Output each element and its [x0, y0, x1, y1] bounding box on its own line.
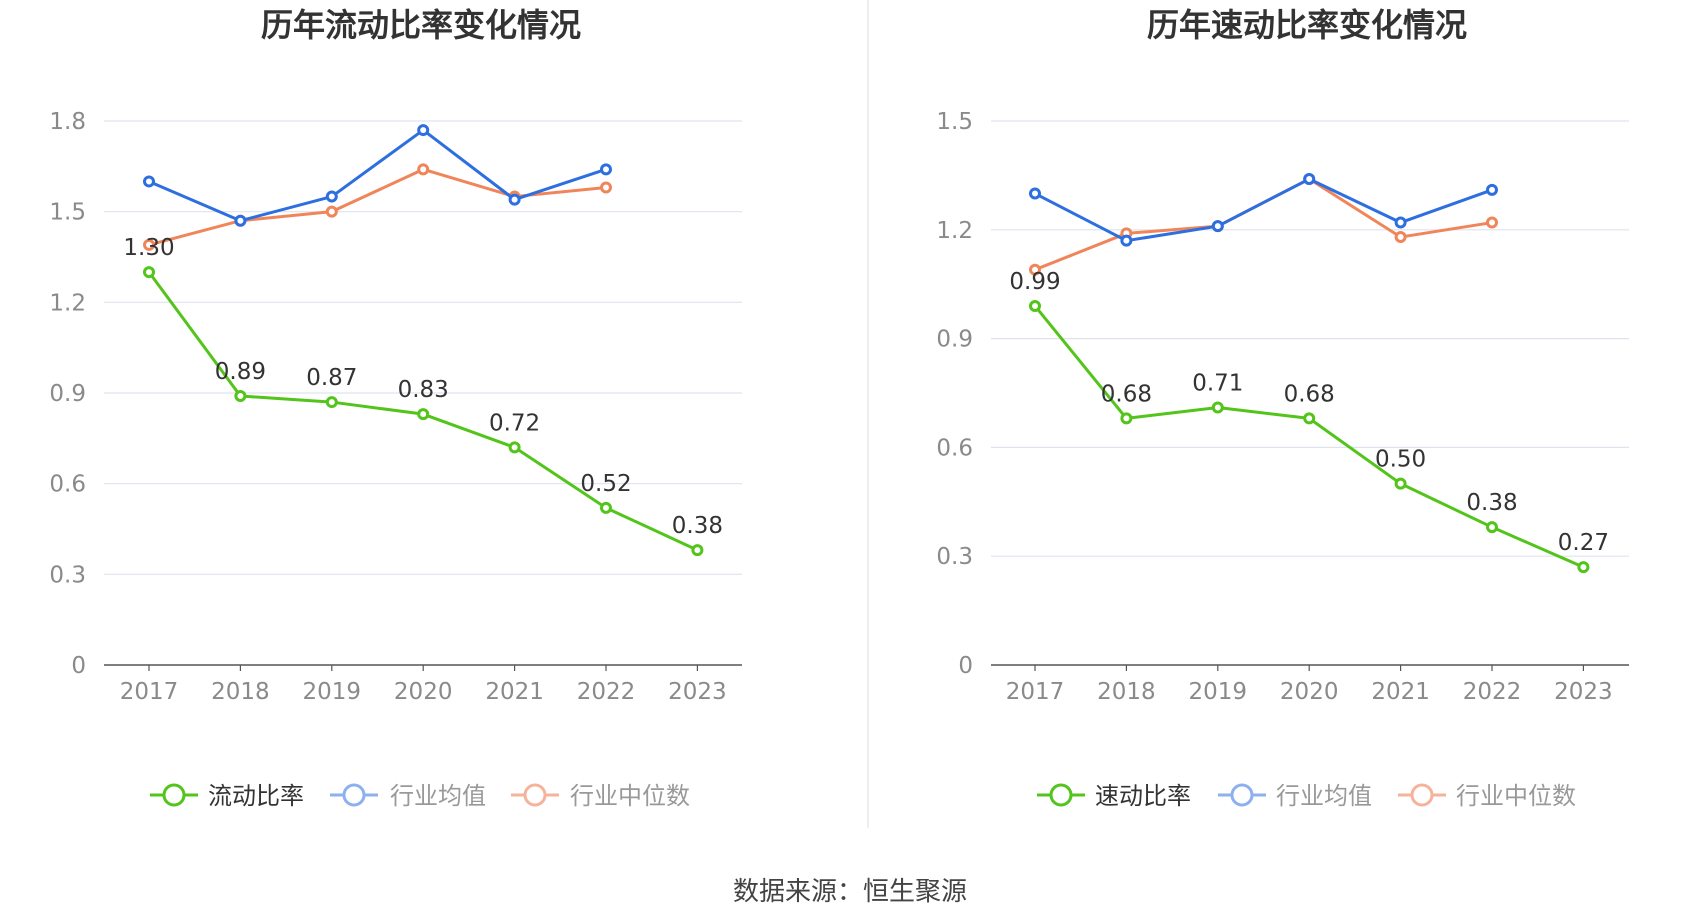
data-point — [417, 408, 430, 421]
legend-marker — [1410, 783, 1434, 807]
legend-marker — [162, 783, 186, 807]
y-tick-label: 0.6 — [49, 472, 86, 498]
y-tick-label: 1.2 — [936, 218, 973, 244]
data-point — [143, 238, 155, 251]
legend-label: 行业中位数 — [570, 782, 690, 810]
data-label: 0.52 — [580, 471, 631, 497]
legend-marker — [342, 783, 366, 807]
data-point — [417, 163, 430, 176]
chart-title: 历年速动比率变化情况 — [1147, 6, 1467, 44]
data-label: 0.89 — [215, 359, 266, 385]
x-tick-label: 2023 — [1554, 679, 1613, 705]
data-point — [1394, 216, 1407, 229]
y-tick-label: 1.5 — [49, 200, 86, 226]
data-point — [1577, 561, 1590, 574]
data-point — [1029, 299, 1041, 312]
data-label: 0.72 — [489, 410, 540, 436]
data-point — [1029, 263, 1041, 276]
series-line — [1033, 305, 1585, 569]
x-tick-label: 2021 — [1371, 679, 1430, 705]
y-tick-label: 1.5 — [936, 109, 973, 135]
y-tick-label: 0.9 — [49, 381, 86, 407]
data-point — [1029, 187, 1041, 200]
data-label: 0.87 — [306, 365, 357, 391]
x-tick-label: 2021 — [485, 679, 544, 705]
x-tick-label: 2018 — [1097, 679, 1156, 705]
data-point — [1303, 412, 1316, 425]
data-point — [417, 124, 430, 137]
legend-marker — [523, 783, 547, 807]
data-point — [508, 441, 521, 454]
x-tick-label: 2020 — [394, 679, 453, 705]
x-tick-label: 2023 — [668, 679, 727, 705]
data-point — [1211, 401, 1224, 414]
data-point — [600, 501, 612, 514]
y-tick-label: 0.6 — [936, 435, 973, 461]
chart-panel-2: 历年速动比率变化情况 0 0.3 0.6 0.9 1.2 1.5 2017 2018 2019 20… — [936, 6, 1629, 810]
data-point — [325, 190, 338, 203]
legend-label: 行业中位数 — [1456, 782, 1576, 810]
y-tick-label: 0 — [71, 653, 86, 679]
y-tick-label: 0.9 — [936, 327, 973, 353]
data-point — [1120, 412, 1133, 425]
legend-label: 行业均值 — [390, 782, 486, 810]
data-point — [1394, 477, 1407, 490]
data-point — [143, 266, 155, 279]
legend-label: 速动比率 — [1095, 782, 1191, 810]
data-label: 0.99 — [1009, 269, 1060, 295]
data-label: 0.50 — [1375, 447, 1426, 473]
x-tick-label: 2019 — [1189, 679, 1248, 705]
x-tick-label: 2018 — [211, 679, 270, 705]
data-point — [1486, 216, 1498, 229]
data-point — [691, 544, 704, 557]
data-point — [508, 193, 521, 206]
series-line — [1034, 177, 1493, 243]
data-point — [1303, 173, 1316, 186]
x-tick-label: 2022 — [577, 679, 636, 705]
y-tick-label: 1.8 — [49, 109, 86, 135]
data-point — [325, 396, 338, 409]
data-label: 0.27 — [1558, 530, 1609, 556]
data-label: 0.38 — [1466, 490, 1517, 516]
y-tick-label: 0.3 — [49, 562, 86, 588]
data-point — [1120, 234, 1133, 247]
series-line — [1034, 177, 1493, 272]
x-tick-label: 2020 — [1280, 679, 1339, 705]
x-tick-label: 2019 — [303, 679, 362, 705]
data-point — [1394, 231, 1407, 244]
data-label: 0.38 — [672, 513, 723, 539]
series-line — [148, 167, 607, 247]
x-tick-label: 2017 — [120, 679, 179, 705]
legend-marker — [1049, 783, 1073, 807]
data-point — [234, 390, 247, 403]
data-point — [325, 205, 338, 218]
chart-panel-1: 历年流动比率变化情况 0 0.3 0.6 0.9 1.2 1.5 1.8 2017 2018 201… — [49, 6, 742, 810]
legend-marker — [1230, 783, 1254, 807]
data-label: 0.83 — [398, 377, 449, 403]
data-point — [143, 175, 155, 188]
y-tick-label: 1.2 — [49, 290, 86, 316]
data-point — [1486, 521, 1498, 534]
source-text: 数据来源：恒生聚源 — [733, 877, 967, 907]
data-label: 1.30 — [123, 235, 174, 261]
x-tick-label: 2017 — [1006, 679, 1065, 705]
legend-label: 流动比率 — [208, 782, 304, 810]
data-point — [600, 181, 612, 194]
data-point — [1211, 220, 1224, 233]
y-tick-label: 0.3 — [936, 544, 973, 570]
data-label: 0.68 — [1284, 381, 1335, 407]
x-tick-label: 2022 — [1463, 679, 1522, 705]
chart-title: 历年流动比率变化情况 — [261, 6, 581, 44]
data-point — [600, 163, 612, 176]
y-tick-label: 0 — [958, 653, 973, 679]
legend-label: 行业均值 — [1276, 782, 1372, 810]
data-point — [234, 214, 247, 227]
data-point — [1486, 183, 1498, 196]
data-label: 0.68 — [1101, 381, 1152, 407]
series-line — [148, 128, 607, 223]
data-label: 0.71 — [1192, 371, 1243, 397]
